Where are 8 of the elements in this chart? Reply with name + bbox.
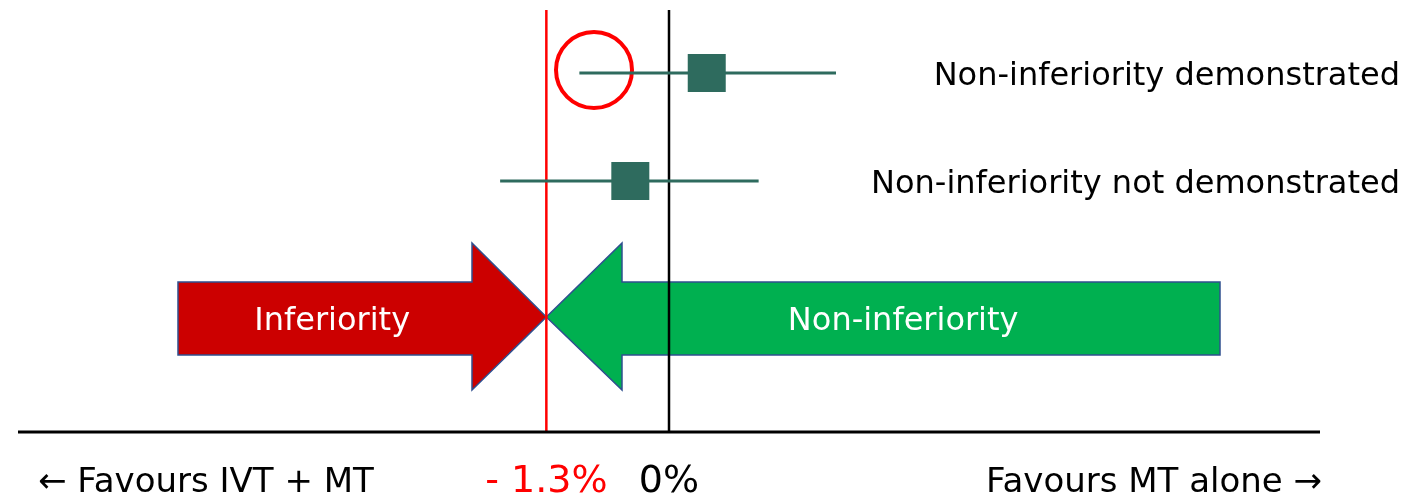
y-tick-label: Non-inferiority not demonstrated xyxy=(871,163,1400,201)
x-tick-label: - 1.3% xyxy=(485,457,608,501)
text: Favours MT alone → xyxy=(986,460,1322,500)
y-tick-label: Non-inferiority demonstrated xyxy=(933,55,1400,93)
text: Inferiority xyxy=(254,300,411,338)
text: Non-inferiority xyxy=(787,300,1019,338)
text: ← Favours IVT + MT xyxy=(38,460,375,500)
x-tick-label: 0% xyxy=(638,457,700,501)
